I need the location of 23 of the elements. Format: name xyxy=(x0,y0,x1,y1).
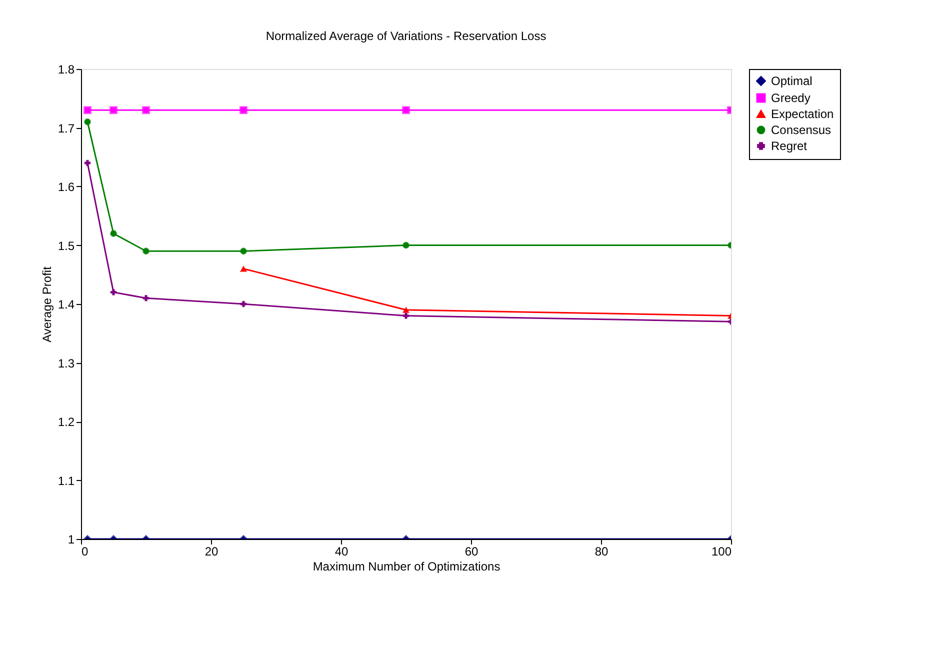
y-tick-label: 1.8 xyxy=(58,62,75,76)
x-tick-label: 100 xyxy=(711,544,732,558)
x-tick-label: 0 xyxy=(82,544,88,558)
y-axis-title: Average Profit xyxy=(40,266,54,342)
x-tick-label: 20 xyxy=(204,544,218,558)
legend-label: Expectation xyxy=(771,107,834,121)
x-tick-label: 60 xyxy=(464,544,478,558)
y-tick-label: 1.1 xyxy=(58,474,75,488)
legend-label: Regret xyxy=(771,139,808,153)
x-axis-title: Maximum Number of Optimizations xyxy=(312,560,500,574)
legend-label: Greedy xyxy=(771,91,810,105)
y-tick-label: 1.5 xyxy=(58,238,75,253)
legend-label: Optimal xyxy=(771,74,812,88)
y-tick-label: 1 xyxy=(68,532,75,546)
x-tick-label: 40 xyxy=(334,544,348,558)
y-tick-label: 1.4 xyxy=(58,298,75,312)
legend-label: Consensus xyxy=(771,123,832,137)
y-tick-label: 1.3 xyxy=(58,356,75,370)
y-tick-label: 1.2 xyxy=(58,415,75,429)
chart-title: Normalized Average of Variations - Reservation Loss xyxy=(266,29,546,43)
y-tick-label: 1.6 xyxy=(58,180,75,194)
x-tick-label: 80 xyxy=(594,544,608,558)
y-tick-label: 1.7 xyxy=(58,121,75,136)
